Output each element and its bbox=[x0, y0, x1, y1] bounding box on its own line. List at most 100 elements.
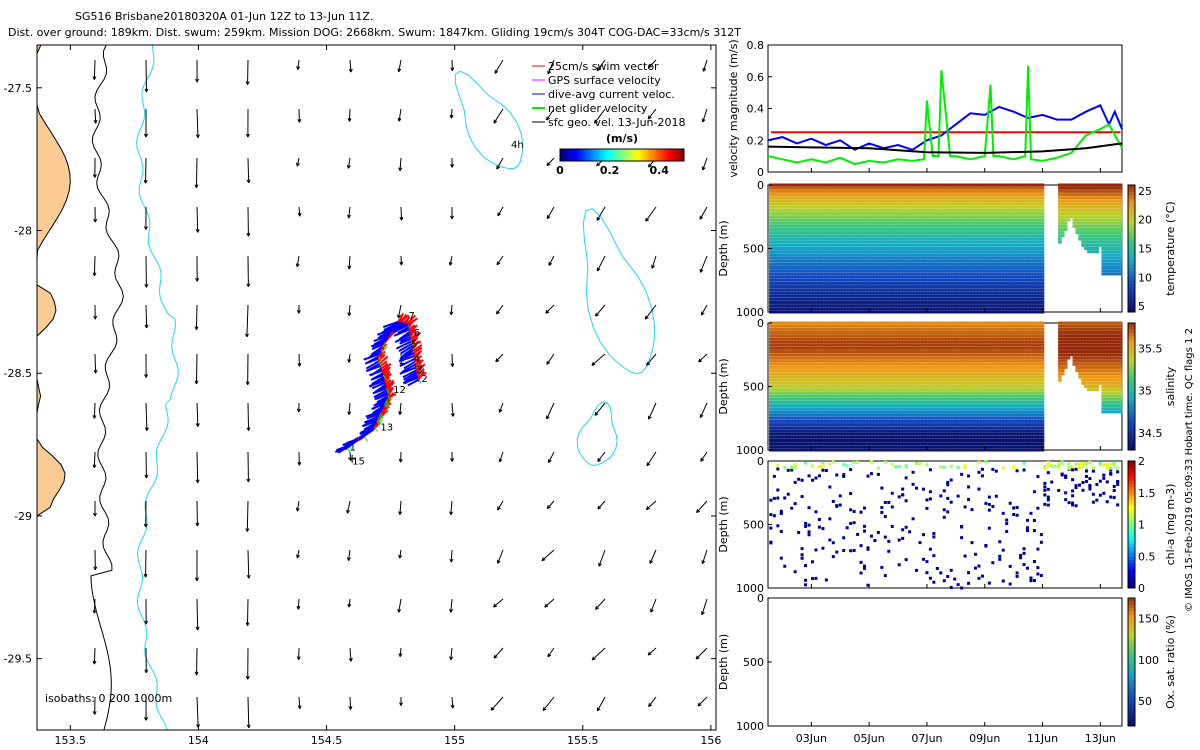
temperature-panel-sample bbox=[907, 247, 912, 250]
temperature-panel-sample bbox=[800, 243, 805, 247]
net-vector bbox=[373, 426, 378, 432]
temperature-panel-sample bbox=[835, 212, 840, 216]
temperature-panel-sample bbox=[792, 275, 796, 279]
temperature-panel-sample bbox=[858, 237, 863, 241]
temperature-panel-sample bbox=[812, 193, 817, 197]
temperature-panel-sample bbox=[858, 272, 863, 276]
temperature-panel-sample bbox=[783, 189, 788, 193]
temperature-panel-sample bbox=[919, 224, 923, 228]
temperature-panel-sample bbox=[916, 212, 921, 216]
temperature-panel-sample bbox=[861, 208, 866, 212]
temperature-panel-sample bbox=[838, 262, 843, 266]
temperature-panel-sample bbox=[847, 189, 851, 193]
temperature-panel-sample bbox=[800, 300, 805, 304]
swim-vector bbox=[378, 355, 389, 365]
temperature-panel-sample bbox=[771, 237, 776, 241]
temperature-panel-sample bbox=[925, 247, 929, 250]
geo-arrow bbox=[348, 353, 351, 363]
temperature-panel-sample bbox=[919, 250, 923, 254]
temperature-panel-sample bbox=[922, 288, 926, 292]
temperature-panel-sample bbox=[823, 205, 828, 209]
temperature-panel-sample bbox=[910, 272, 915, 276]
temperature-panel-sample bbox=[809, 259, 814, 263]
temperature-panel-sample bbox=[809, 240, 814, 244]
temperature-panel-sample bbox=[786, 291, 791, 295]
temperature-panel-sample bbox=[777, 243, 782, 247]
temperature-panel-sample bbox=[904, 212, 909, 216]
temperature-panel-sample bbox=[884, 281, 889, 285]
colorbar-segment bbox=[642, 149, 644, 161]
temperature-panel-sample bbox=[933, 237, 938, 241]
temperature-panel-sample bbox=[769, 297, 773, 301]
temperature-panel-sample bbox=[919, 221, 923, 225]
swim-vector bbox=[410, 332, 419, 340]
geo-arrow bbox=[546, 353, 555, 365]
temperature-panel-sample bbox=[826, 183, 831, 187]
temperature-panel-sample bbox=[803, 291, 808, 295]
temperature-panel-sample bbox=[780, 269, 785, 273]
temperature-panel-sample bbox=[821, 247, 825, 250]
temperature-panel-sample bbox=[930, 196, 935, 200]
temperature-panel-sample bbox=[896, 221, 900, 225]
geo-arrow bbox=[348, 304, 351, 316]
temperature-panel-sample bbox=[864, 231, 869, 235]
net-vector bbox=[383, 342, 388, 349]
temperature-panel-sample bbox=[847, 199, 851, 203]
temperature-panel-sample bbox=[809, 224, 814, 228]
temperature-panel-sample bbox=[774, 262, 779, 266]
temperature-panel-sample bbox=[838, 304, 843, 308]
temperature-panel-sample bbox=[821, 272, 825, 276]
temperature-panel-sample bbox=[841, 240, 845, 244]
colorbar-segment bbox=[578, 149, 580, 161]
temperature-panel-sample bbox=[844, 193, 848, 197]
temperature-panel-sample bbox=[916, 285, 921, 289]
temperature-panel-sample bbox=[769, 231, 773, 235]
geo-arrow bbox=[297, 598, 300, 610]
temperature-panel-sample bbox=[852, 205, 857, 209]
temperature-panel-sample bbox=[890, 253, 895, 257]
temperature-panel-sample bbox=[878, 297, 883, 301]
geo-arrow-head bbox=[493, 119, 498, 124]
temperature-panel-sample bbox=[786, 221, 791, 225]
temperature-panel-sample bbox=[809, 199, 814, 203]
temperature-panel-sample bbox=[823, 196, 828, 200]
temperature-panel-sample bbox=[850, 281, 854, 285]
chart-title-line1: SG516 Brisbane20180320A 01-Jun 12Z to 13… bbox=[75, 10, 374, 23]
temperature-panel-sample bbox=[930, 300, 935, 304]
geo-arrow-head bbox=[449, 311, 454, 316]
temperature-panel-sample bbox=[771, 215, 776, 219]
temperature-panel-sample bbox=[809, 218, 814, 222]
geo-arrow bbox=[548, 255, 555, 266]
temperature-panel-sample bbox=[893, 183, 897, 187]
temperature-panel-sample bbox=[925, 275, 929, 279]
temperature-panel-sample bbox=[896, 224, 900, 228]
temperature-panel-sample bbox=[896, 310, 900, 314]
temperature-panel-sample bbox=[769, 199, 773, 203]
temperature-panel-sample bbox=[829, 224, 834, 228]
temperature-panel-sample bbox=[916, 221, 921, 225]
temperature-panel-sample bbox=[890, 275, 895, 279]
temperature-panel-sample bbox=[884, 288, 889, 292]
temperature-panel-sample bbox=[841, 307, 845, 311]
temperature-panel-sample bbox=[876, 218, 880, 222]
temperature-panel-sample bbox=[777, 304, 782, 308]
temperature-panel-sample bbox=[890, 259, 895, 263]
temperature-panel-sample bbox=[881, 247, 886, 250]
temperature-panel-sample bbox=[919, 240, 923, 244]
temperature-panel-sample bbox=[847, 205, 851, 209]
temperature-panel-sample bbox=[904, 272, 909, 276]
temperature-panel-sample bbox=[919, 234, 923, 238]
temperature-panel-sample bbox=[832, 202, 837, 206]
temperature-panel-sample bbox=[861, 275, 866, 279]
temperature-panel-sample bbox=[777, 300, 782, 304]
net-vector bbox=[382, 344, 387, 350]
temperature-panel-sample bbox=[858, 307, 863, 311]
temperature-panel-sample bbox=[930, 243, 935, 247]
temperature-panel-sample bbox=[873, 294, 877, 298]
temperature-panel-sample bbox=[861, 218, 866, 222]
temperature-panel-sample bbox=[789, 212, 793, 216]
temperature-panel-sample bbox=[780, 234, 785, 238]
temperature-panel-sample bbox=[919, 256, 923, 260]
temperature-panel-sample bbox=[797, 193, 802, 197]
